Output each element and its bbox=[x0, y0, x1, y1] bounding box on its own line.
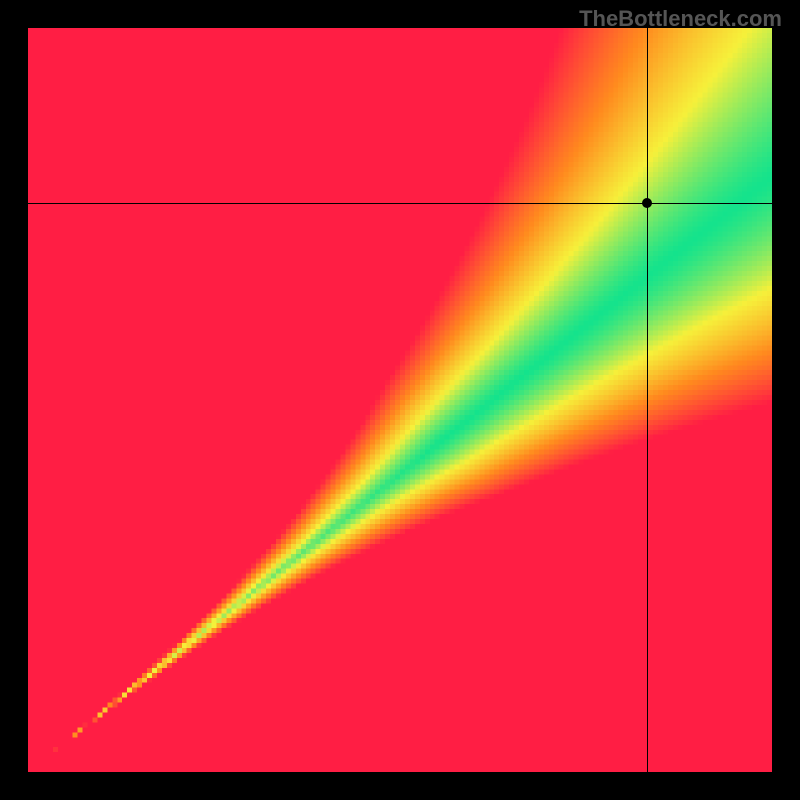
watermark-text: TheBottleneck.com bbox=[579, 6, 782, 32]
heatmap-canvas bbox=[28, 28, 772, 772]
chart-container: { "watermark": { "text": "TheBottleneck.… bbox=[0, 0, 800, 800]
heatmap-plot bbox=[28, 28, 772, 772]
